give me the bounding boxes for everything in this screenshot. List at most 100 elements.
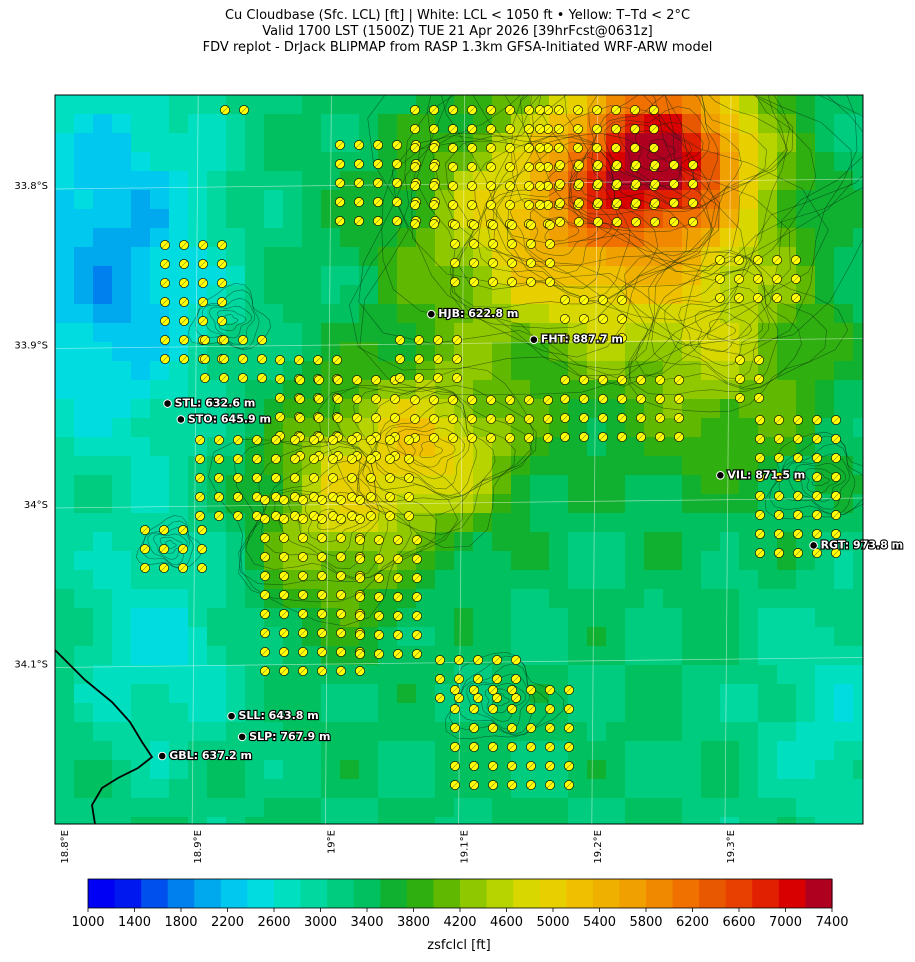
- yellow-marker: [335, 197, 345, 207]
- yellow-marker: [309, 435, 319, 445]
- yellow-marker: [715, 255, 725, 265]
- colorbar-swatch: [592, 879, 621, 908]
- yellow-marker: [486, 124, 496, 134]
- yellow-marker: [573, 105, 583, 115]
- station-hjb[interactable]: HJB: 622.8 m: [427, 306, 519, 321]
- yellow-marker: [774, 510, 784, 520]
- yellow-marker: [355, 514, 365, 524]
- yellow-marker: [579, 314, 589, 324]
- yellow-marker: [271, 454, 281, 464]
- colorbar-swatch: [460, 879, 488, 908]
- yellow-marker: [793, 548, 803, 558]
- station-sto[interactable]: STO: 645.9 m: [176, 411, 272, 427]
- yellow-marker: [450, 742, 460, 752]
- yellow-marker: [469, 220, 479, 230]
- yellow-marker: [505, 433, 515, 443]
- yellow-marker: [774, 529, 784, 539]
- station-sll[interactable]: SLL: 643.8 m: [227, 708, 320, 723]
- yellow-marker: [564, 685, 574, 695]
- yellow-marker: [812, 510, 822, 520]
- yellow-marker: [598, 314, 608, 324]
- yellow-marker: [279, 666, 289, 676]
- station-fht[interactable]: FHT: 887.7 m: [529, 332, 624, 347]
- yellow-marker: [450, 704, 460, 714]
- yellow-marker: [393, 554, 403, 564]
- colorbar-swatch: [778, 879, 807, 908]
- yellow-marker: [650, 160, 660, 170]
- yellow-marker: [333, 375, 343, 385]
- yellow-marker: [195, 473, 205, 483]
- yellow-marker: [592, 143, 602, 153]
- yellow-marker: [454, 693, 464, 703]
- yellow-marker: [812, 472, 822, 482]
- yellow-marker: [374, 535, 384, 545]
- yellow-marker: [545, 723, 555, 733]
- yellow-marker: [593, 217, 603, 227]
- station-slp[interactable]: SLP: 767.9 m: [237, 729, 332, 744]
- yellow-marker: [366, 435, 376, 445]
- yellow-marker: [573, 124, 583, 134]
- yellow-marker: [469, 704, 479, 714]
- yellow-marker: [275, 412, 285, 422]
- yellow-marker: [159, 544, 169, 554]
- colorbar-swatch: [513, 879, 541, 908]
- yellow-marker: [275, 393, 285, 403]
- yellow-marker: [279, 609, 289, 619]
- colorbar-swatch: [406, 879, 435, 908]
- yellow-marker: [371, 394, 381, 404]
- yellow-marker: [448, 414, 458, 424]
- yellow-marker: [252, 454, 262, 464]
- yellow-marker: [392, 159, 402, 169]
- yellow-marker: [140, 563, 150, 573]
- station-vil[interactable]: VIL: 871.5 m: [716, 467, 806, 482]
- yellow-marker: [526, 239, 536, 249]
- yellow-marker: [178, 563, 188, 573]
- yellow-marker: [611, 124, 621, 134]
- yellow-marker: [395, 373, 405, 383]
- yellow-marker: [392, 140, 402, 150]
- lat-lon-grid: [55, 95, 863, 824]
- yellow-marker: [295, 375, 305, 385]
- yellow-marker: [373, 197, 383, 207]
- yellow-marker: [467, 143, 477, 153]
- yellow-marker: [275, 355, 285, 365]
- yellow-marker: [560, 375, 570, 385]
- yellow-marker: [812, 434, 822, 444]
- yellow-marker: [354, 197, 364, 207]
- yellow-marker: [374, 554, 384, 564]
- station-rgt[interactable]: RGT: 973.8 m: [809, 537, 904, 553]
- yellow-marker: [507, 277, 517, 287]
- station-gbl[interactable]: GBL: 637.2 m: [157, 748, 253, 763]
- yellow-marker: [488, 723, 498, 733]
- yellow-marker: [535, 200, 545, 210]
- yellow-marker: [511, 674, 521, 684]
- station-label: GBL: 637.2 m: [169, 749, 252, 762]
- yellow-marker: [452, 373, 462, 383]
- yellow-marker: [373, 140, 383, 150]
- colorbar-swatch: [539, 879, 567, 908]
- yellow-marker: [473, 655, 483, 665]
- yellow-marker: [355, 649, 365, 659]
- yellow-marker: [535, 162, 545, 172]
- yellow-marker: [524, 200, 534, 210]
- yellow-marker: [328, 435, 338, 445]
- yellow-marker: [448, 181, 458, 191]
- yellow-marker: [831, 472, 841, 482]
- yellow-marker: [260, 571, 270, 581]
- yellow-marker: [404, 511, 414, 521]
- yellow-marker: [448, 395, 458, 405]
- yellow-marker: [298, 647, 308, 657]
- yellow-marker: [195, 492, 205, 502]
- yellow-marker: [650, 217, 660, 227]
- yellow-marker: [649, 105, 659, 115]
- station-stl[interactable]: STL: 632.6 m: [163, 395, 256, 411]
- colorbar-swatch: [274, 879, 302, 908]
- yellow-marker: [374, 573, 384, 583]
- yellow-marker: [374, 649, 384, 659]
- yellow-marker: [545, 277, 555, 287]
- yellow-marker: [317, 628, 327, 638]
- yellow-marker: [555, 217, 565, 227]
- yellow-marker: [217, 240, 227, 250]
- yellow-marker: [734, 255, 744, 265]
